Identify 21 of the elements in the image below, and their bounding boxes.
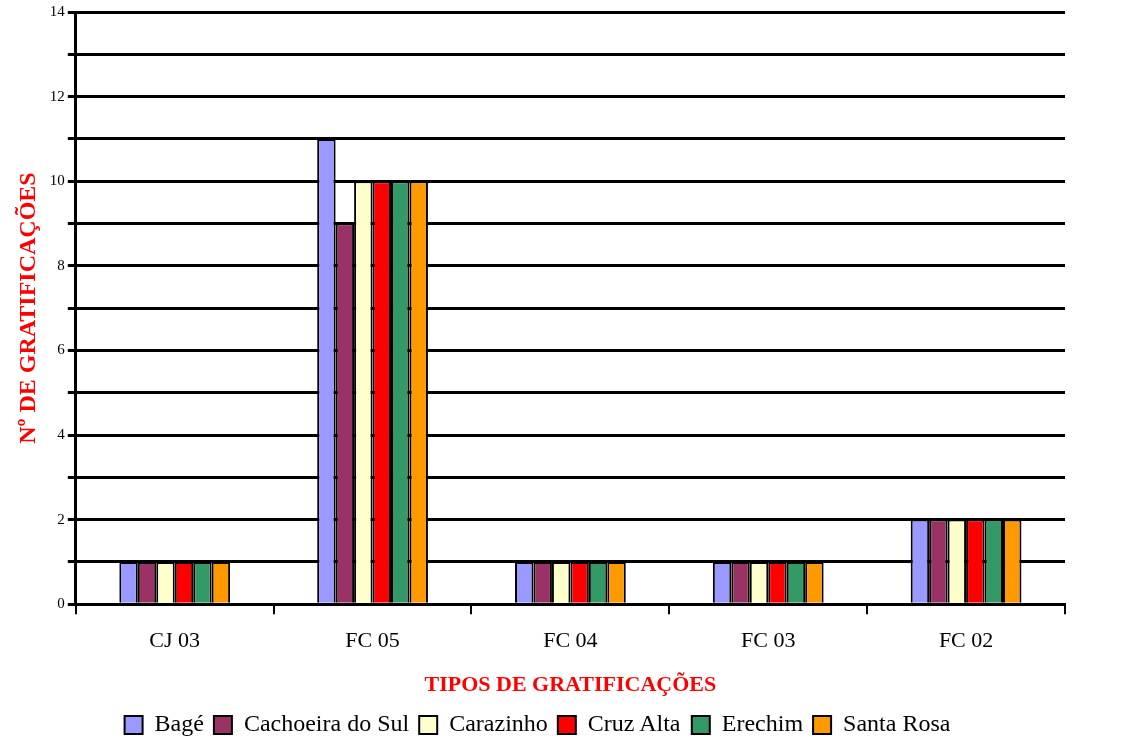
y-axis-title: Nº DE GRATIFICAÇÕES (13, 172, 40, 444)
x-tick-label: FC 05 (345, 627, 400, 653)
y-tick-label: 4 (57, 425, 66, 442)
y-tick-label: 6 (57, 341, 66, 358)
legend-label: Erechim (721, 710, 804, 737)
y-tick-label: 2 (57, 510, 65, 527)
legend-label: Cruz Alta (587, 710, 681, 737)
legend-label: Cachoeira do Sul (243, 710, 410, 737)
legend-label: Carazinho (449, 710, 548, 737)
legend-label: Bagé (154, 710, 204, 737)
x-tick-label: FC 03 (741, 627, 796, 653)
x-tick-label: FC 02 (938, 627, 994, 653)
y-tick-label: 10 (49, 172, 65, 189)
x-tick-label: CJ 03 (149, 627, 201, 653)
x-tick-label: FC 04 (543, 627, 598, 653)
y-tick-label: 8 (57, 256, 65, 273)
y-tick-label: 12 (49, 87, 65, 104)
legend-label: Santa Rosa (843, 710, 951, 737)
y-tick-label: 14 (49, 2, 66, 19)
x-axis-title: TIPOS DE GRATIFICAÇÕES (424, 671, 717, 697)
y-tick-label: 0 (57, 595, 65, 612)
